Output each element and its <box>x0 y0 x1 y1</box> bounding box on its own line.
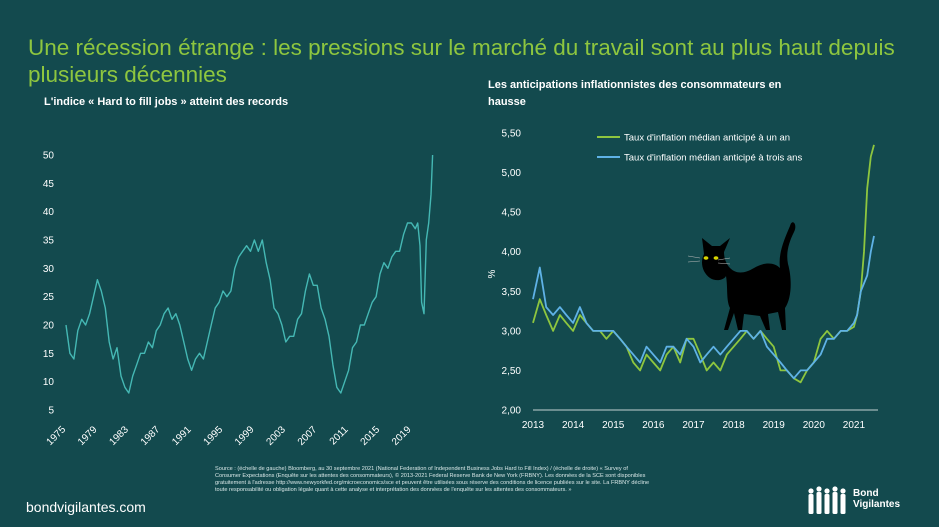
left-x-tick-label: 1979 <box>76 424 100 448</box>
left-x-tick-label: 1995 <box>202 424 226 448</box>
right-y-tick-label: 3,00 <box>502 326 522 337</box>
left-y-tick-label: 30 <box>43 264 55 275</box>
legend-label: Taux d'inflation médian anticipé à un an <box>624 133 790 144</box>
left-y-tick-label: 45 <box>43 179 55 190</box>
right-y-tick-label: 2,50 <box>502 366 522 377</box>
source-note: Source : (échelle de gauche) Bloomberg, … <box>215 466 650 494</box>
left-x-tick-label: 2015 <box>359 424 383 448</box>
left-chart-title: L'indice « Hard to fill jobs » atteint d… <box>44 96 289 108</box>
three-year-expectation-line <box>532 235 875 380</box>
right-y-tick-label: 2,00 <box>502 406 522 417</box>
right-x-tick-label: 2020 <box>803 420 826 431</box>
left-y-tick-label: 50 <box>43 151 55 162</box>
right-chart: 2,00 2,50 3,00 3,50 4,00 4,50 5,00 5,50 2013 2014… <box>487 129 878 431</box>
left-y-tick-label: 25 <box>43 292 55 303</box>
left-y-tick-label: 15 <box>43 349 55 360</box>
right-x-tick-label: 2014 <box>562 420 585 431</box>
left-x-tick-label: 2007 <box>296 424 320 448</box>
right-y-tick-label: 5,50 <box>502 129 522 140</box>
hard-to-fill-jobs-line <box>65 154 434 394</box>
left-x-tick-label: 1975 <box>45 424 69 448</box>
people-logo-icon <box>808 486 846 514</box>
left-x-tick-label: 2019 <box>390 424 414 448</box>
left-y-tick-label: 5 <box>48 406 54 417</box>
right-x-tick-label: 2016 <box>642 420 665 431</box>
black-cat-image <box>687 222 796 330</box>
right-y-tick-label: 4,50 <box>502 208 522 219</box>
left-y-tick-label: 40 <box>43 207 55 218</box>
left-y-tick-label: 20 <box>43 321 55 332</box>
website-link[interactable]: bondvigilantes.com <box>26 499 146 515</box>
left-x-tick-label: 2011 <box>328 424 351 447</box>
right-x-tick-label: 2015 <box>602 420 625 431</box>
right-x-tick-label: 2018 <box>722 420 745 431</box>
left-y-tick-label: 35 <box>43 236 55 247</box>
right-x-tick-label: 2013 <box>522 420 545 431</box>
right-x-tick-label: 2017 <box>682 420 705 431</box>
right-y-tick-label: 3,50 <box>502 287 522 298</box>
right-chart-title: Les anticipations inflationnistes des co… <box>488 79 782 108</box>
left-x-tick-label: 1987 <box>139 424 163 448</box>
left-x-tick-label: 1983 <box>107 424 131 448</box>
logo-text: Bond Vigilantes <box>853 488 901 510</box>
right-y-axis-label: % <box>487 269 498 278</box>
bond-vigilantes-logo: Bond Vigilantes <box>805 483 915 519</box>
right-y-tick-label: 4,00 <box>502 247 522 258</box>
legend-label: Taux d'inflation médian anticipé à trois… <box>624 153 802 164</box>
left-x-tick-label: 1999 <box>233 424 257 448</box>
left-x-tick-label: 1991 <box>170 424 194 448</box>
page-title: Une récession étrange : les pressions su… <box>28 35 895 87</box>
left-x-tick-label: 2003 <box>264 424 288 448</box>
right-y-tick-label: 5,00 <box>502 168 522 179</box>
left-y-tick-label: 10 <box>43 377 55 388</box>
right-x-tick-label: 2019 <box>763 420 786 431</box>
right-x-tick-label: 2021 <box>843 420 866 431</box>
left-chart: 5 10 15 20 25 30 35 40 45 50 1975 1979 1983 1987 1991 1… <box>43 151 434 448</box>
